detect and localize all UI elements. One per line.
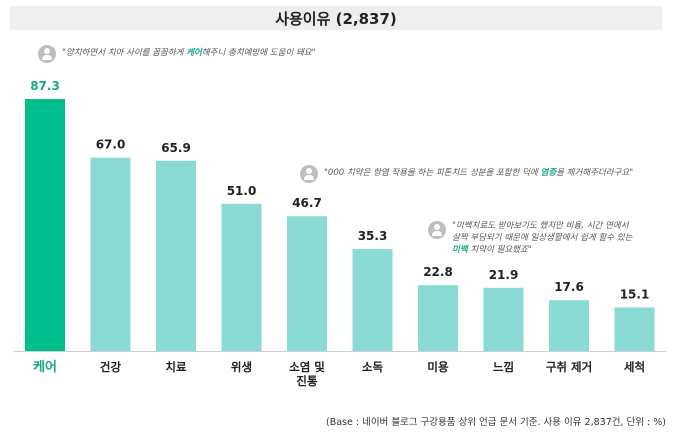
value-label-4: 46.7 (292, 196, 322, 210)
value-label-0: 87.3 (30, 79, 60, 93)
value-label-9: 15.1 (620, 287, 650, 301)
bar-5 (352, 249, 393, 351)
value-label-1: 67.0 (96, 138, 126, 152)
bar-7 (483, 287, 524, 351)
category-label-2: 치료 (165, 360, 187, 374)
category-label-5: 소독 (362, 360, 384, 374)
category-label-8: 구취 제거 (546, 360, 592, 374)
category-label-3: 위생 (231, 360, 252, 374)
bar-8 (549, 300, 589, 351)
bar-6 (418, 285, 458, 351)
bar-3 (221, 203, 262, 351)
category-label-9: 세척 (624, 360, 645, 374)
quote-1-text: "양치하면서 치아 사이를 꼼꼼하게 케어해주니 충치예방에 도움이 돼요" (62, 48, 316, 58)
value-label-5: 35.3 (358, 229, 388, 243)
bar-4 (287, 216, 327, 351)
quote-2: "000 치약은 항염 작용을 하는 피톤치드 성분을 포함한 덕에 염증을 제… (300, 164, 633, 183)
value-label-6: 22.8 (423, 265, 453, 279)
bar-1 (90, 157, 131, 351)
category-label-6: 미용 (427, 360, 449, 374)
value-label-2: 65.9 (161, 141, 191, 155)
footer-note: (Base : 네이버 블로그 구강용품 상위 언급 문서 기준. 사용 이유 … (326, 417, 666, 428)
value-label-7: 21.9 (489, 268, 519, 282)
quote-3-text: "미백치료도 받아보기도 했지만 비용, 시간 면에서 살짝 부담되기 때문에 … (452, 221, 633, 255)
bar-2 (156, 160, 196, 351)
value-label-3: 51.0 (227, 184, 257, 198)
bar-0 (25, 99, 65, 351)
value-label-8: 17.6 (554, 280, 584, 294)
x-axis-line (14, 351, 666, 352)
category-label-1: 건강 (100, 360, 122, 374)
user-icon (38, 45, 56, 63)
category-label-7: 느낌 (493, 360, 514, 374)
chart-title: 사용이유 (2,837) (275, 9, 397, 28)
chart-header: 사용이유 (2,837) (10, 6, 662, 30)
user-icon (428, 221, 446, 239)
category-label-4: 소염 및 진통 (289, 360, 325, 388)
quote-3: "미백치료도 받아보기도 했지만 비용, 시간 면에서 살짝 부담되기 때문에 … (428, 220, 632, 256)
bar-9 (614, 307, 655, 351)
quote-1: "양치하면서 치아 사이를 꼼꼼하게 케어해주니 충치예방에 도움이 돼요" (38, 44, 316, 63)
category-label-0: 케어 (33, 359, 57, 375)
user-icon (300, 165, 318, 183)
quote-2-text: "000 치약은 항염 작용을 하는 피톤치드 성분을 포함한 덕에 염증을 제… (324, 168, 634, 178)
